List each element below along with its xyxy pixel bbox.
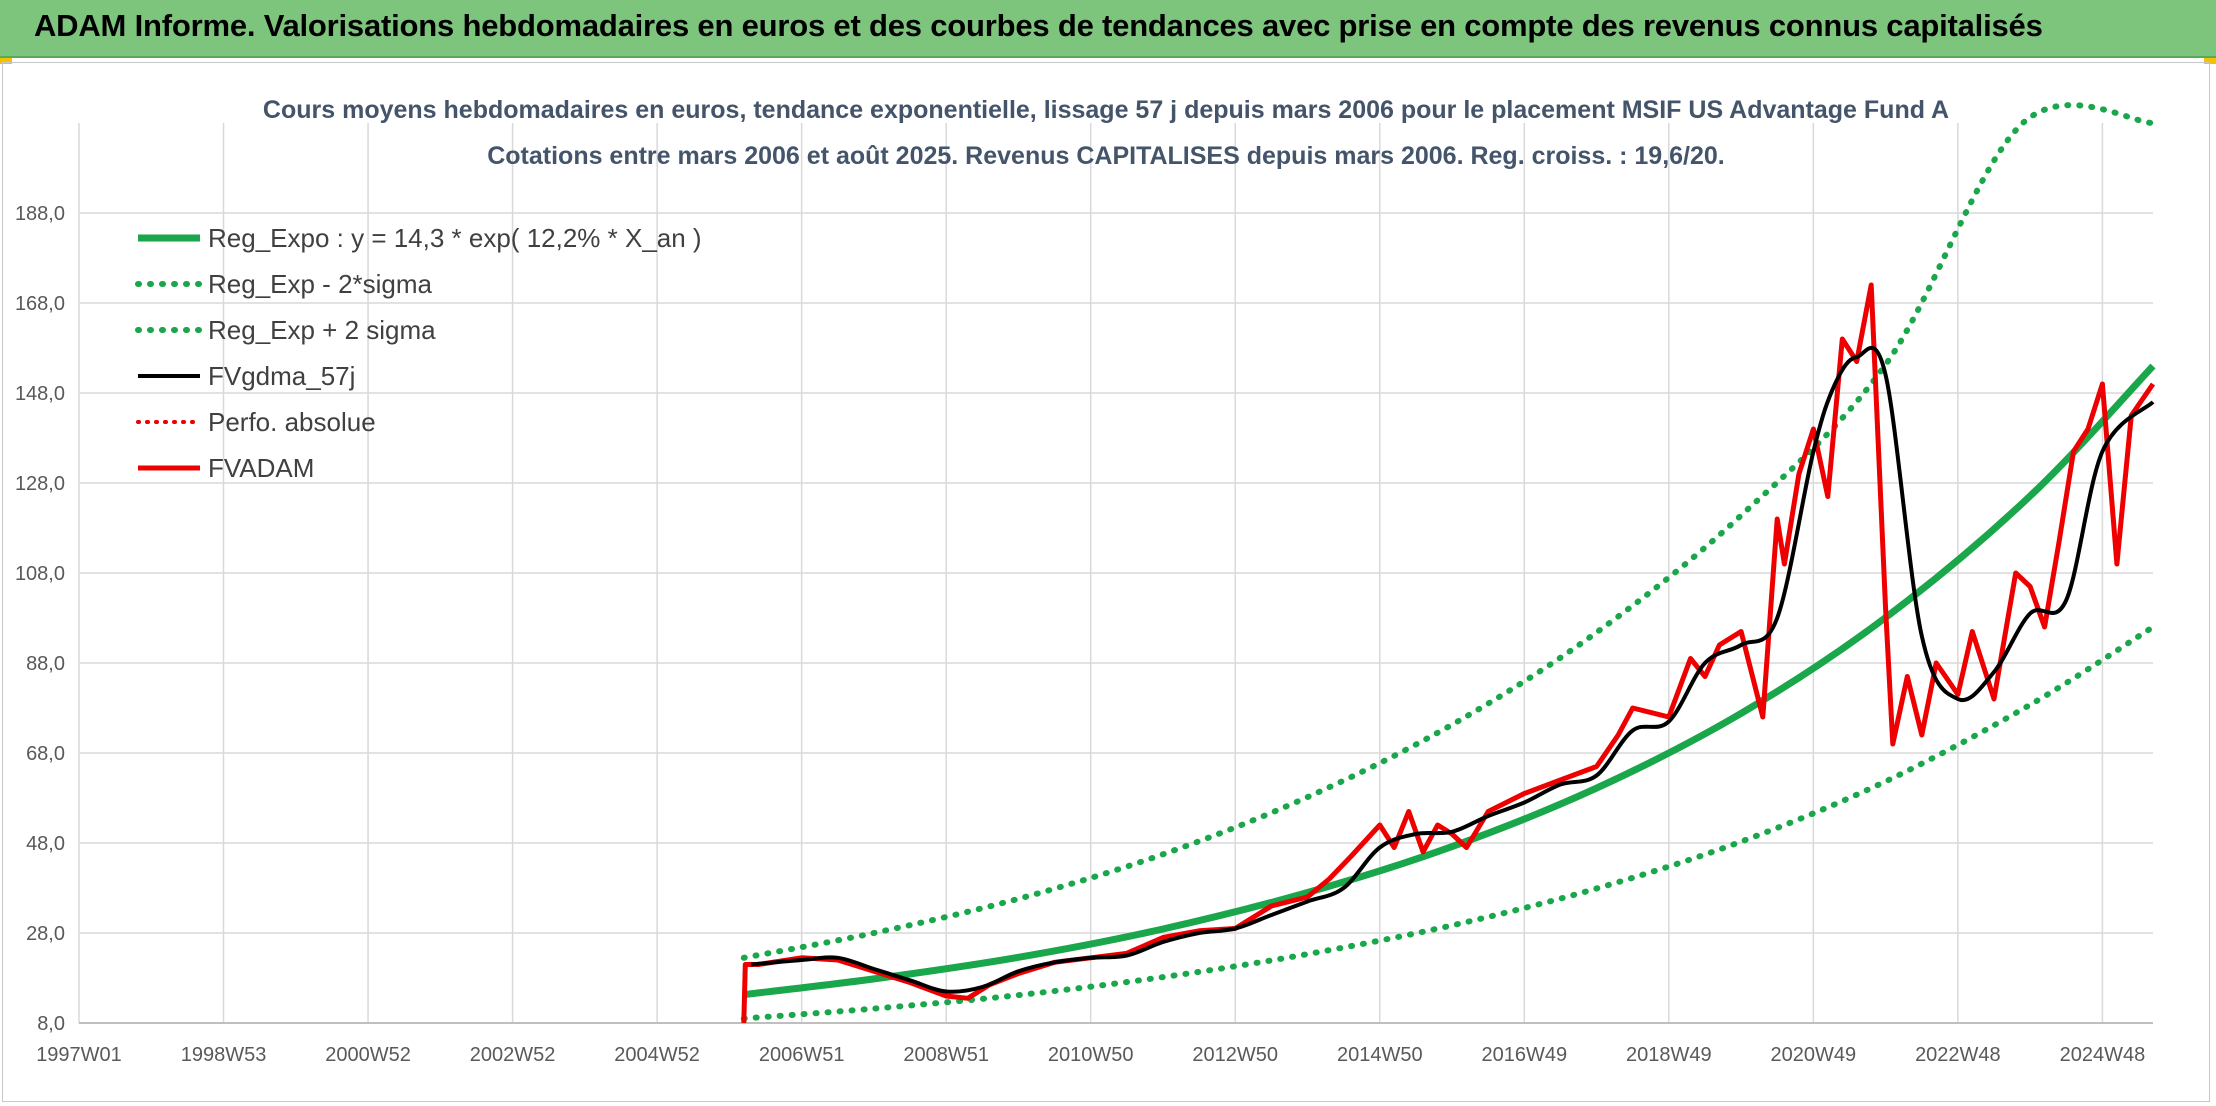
reg-expo-line: [743, 363, 2156, 999]
y-tick-label: 108,0: [15, 563, 65, 585]
fvgdma-57j-line: [750, 346, 2155, 994]
y-tick-label: 188,0: [15, 203, 65, 225]
y-tick-label: 8,0: [37, 1013, 65, 1035]
x-tick-label: 2022W48: [1915, 1044, 2001, 1066]
chart-title-line1: Cours moyens hebdomadaires en euros, ten…: [263, 96, 1949, 124]
legend-label: Reg_Exp - 2*sigma: [208, 269, 433, 299]
y-tick-label: 48,0: [26, 833, 65, 855]
x-tick-label: 2016W49: [1481, 1044, 1567, 1066]
x-tick-label: 2014W50: [1337, 1044, 1423, 1066]
x-tick-label: 2000W52: [325, 1044, 411, 1066]
chart-area: Cours moyens hebdomadaires en euros, ten…: [2, 62, 2210, 1102]
legend-label: FVADAM: [208, 453, 314, 483]
y-tick-label: 168,0: [15, 293, 65, 315]
legend: Reg_Expo : y = 14,3 * exp( 12,2% * X_an …: [135, 223, 702, 483]
chart-svg: Cours moyens hebdomadaires en euros, ten…: [15, 96, 2156, 1066]
y-tick-label: 28,0: [26, 923, 65, 945]
x-tick-label: 2002W52: [470, 1044, 556, 1066]
axes: 8,0 28,0 48,0 68,0 88,0 108,0 128,0 148,0 168,0 1…: [15, 203, 2153, 1066]
reg-minus-2sigma-line: [740, 624, 2156, 1022]
report-title: ADAM Informe. Valorisations hebdomadaire…: [34, 8, 2043, 43]
x-tick-label: 2008W51: [903, 1044, 989, 1066]
y-tick-label: 88,0: [26, 653, 65, 675]
x-tick-label: 2010W50: [1048, 1044, 1134, 1066]
y-tick-label: 68,0: [26, 743, 65, 765]
x-tick-label: 2006W51: [759, 1044, 845, 1066]
reg-plus-2sigma-line: [740, 102, 2156, 961]
x-tick-label: 2020W49: [1771, 1044, 1857, 1066]
x-tick-label: 2018W49: [1626, 1044, 1712, 1066]
x-tick-label: 2024W48: [2060, 1044, 2146, 1066]
x-tick-label: 1997W01: [36, 1044, 122, 1066]
corner-marker-right: [2204, 58, 2216, 64]
corner-marker-left: [0, 58, 12, 64]
x-tick-label: 2012W50: [1192, 1044, 1278, 1066]
legend-label: Reg_Expo : y = 14,3 * exp( 12,2% * X_an …: [208, 223, 702, 253]
y-tick-label: 148,0: [15, 383, 65, 405]
legend-label: FVgdma_57j: [208, 361, 355, 391]
series: [740, 102, 2156, 1024]
chart-title-line2: Cotations entre mars 2006 et août 2025. …: [487, 142, 1725, 170]
x-tick-label: 1998W53: [181, 1044, 267, 1066]
x-tick-label: 2004W52: [614, 1044, 700, 1066]
grid: [78, 123, 2153, 1024]
legend-label: Reg_Exp + 2 sigma: [208, 315, 436, 345]
report-header: ADAM Informe. Valorisations hebdomadaire…: [0, 0, 2216, 58]
y-tick-label: 128,0: [15, 473, 65, 495]
legend-label: Perfo. absolue: [208, 407, 376, 437]
